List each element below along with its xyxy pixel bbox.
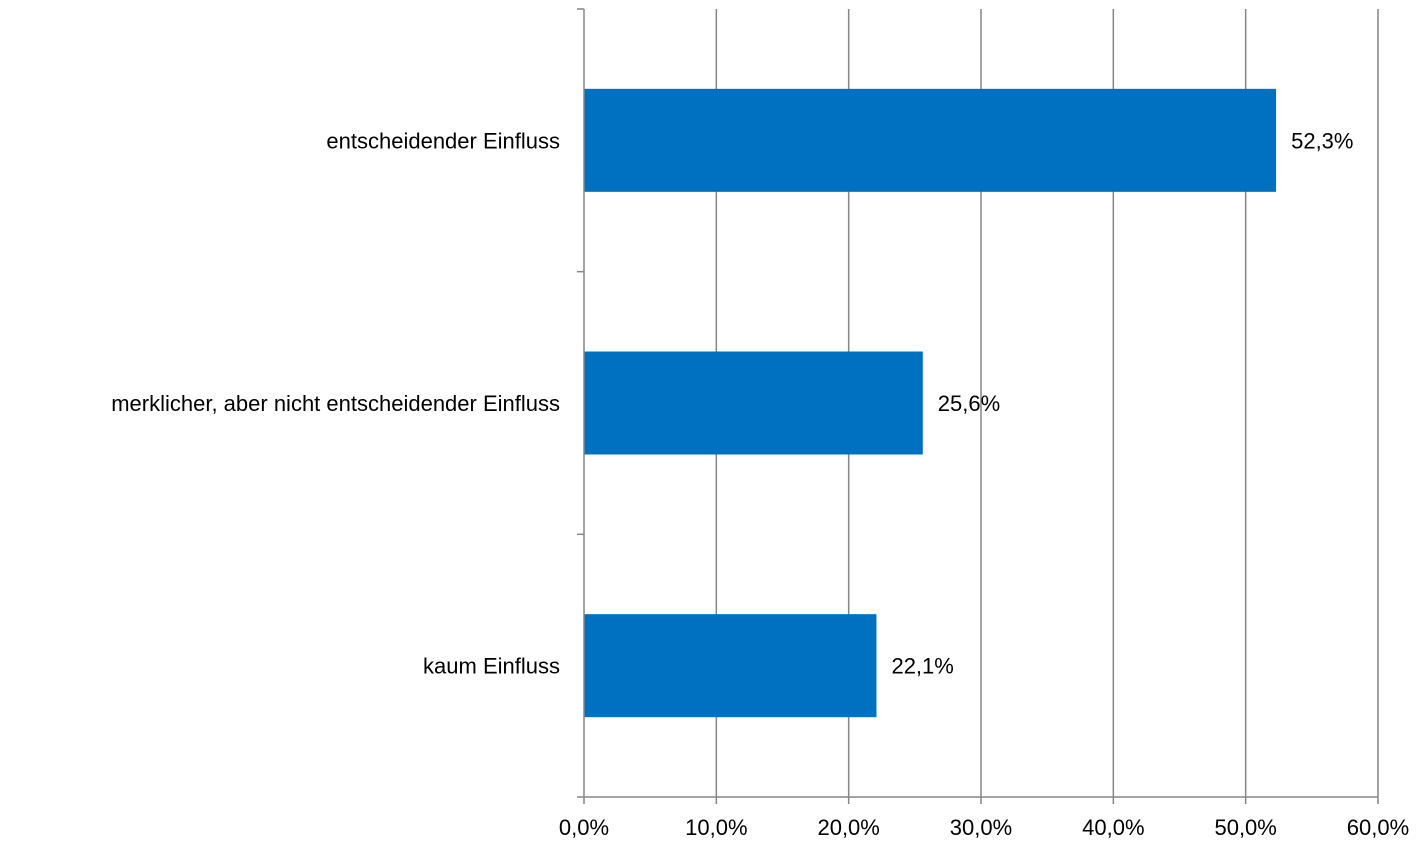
x-tick-label: 40,0% xyxy=(1082,815,1144,840)
category-label: kaum Einfluss xyxy=(423,654,560,679)
x-tick-label: 50,0% xyxy=(1214,815,1276,840)
category-label: entscheidender Einfluss xyxy=(326,128,560,153)
x-tick-label: 10,0% xyxy=(685,815,747,840)
data-label: 25,6% xyxy=(938,391,1000,416)
bar xyxy=(584,351,923,455)
x-tick-label: 20,0% xyxy=(817,815,879,840)
bar xyxy=(584,88,1277,192)
category-label: merklicher, aber nicht entscheidender Ei… xyxy=(111,391,560,416)
bars xyxy=(584,88,1277,718)
x-tick-label: 60,0% xyxy=(1347,815,1409,840)
data-label: 52,3% xyxy=(1291,128,1353,153)
x-tick-label: 0,0% xyxy=(559,815,609,840)
labels: 0,0% 10,0% 20,0% 30,0% 40,0% 50,0% 60,0% entsch… xyxy=(111,128,1409,840)
axes xyxy=(577,8,1379,804)
bar xyxy=(584,614,877,718)
data-label: 22,1% xyxy=(891,654,953,679)
x-tick-label: 30,0% xyxy=(950,815,1012,840)
